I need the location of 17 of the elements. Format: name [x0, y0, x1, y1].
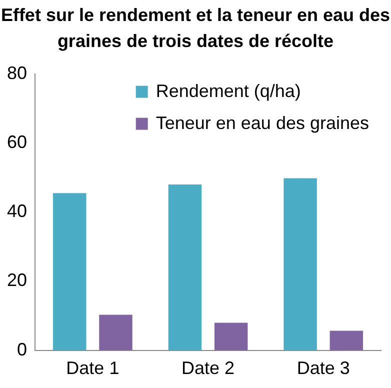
bar: [284, 178, 317, 350]
y-tick-label: 80: [6, 62, 28, 83]
y-tick-label: 20: [6, 270, 28, 290]
y-tick-label: 0: [17, 339, 28, 360]
legend-label: Teneur en eau des graines: [156, 112, 370, 133]
bar: [99, 314, 132, 350]
x-tick-label: Date 1: [66, 358, 120, 378]
x-tick-label: Date 3: [296, 358, 350, 378]
bar: [214, 322, 248, 350]
x-tick-label: Date 2: [181, 358, 235, 378]
y-tick-label: 60: [6, 132, 28, 152]
bar: [168, 184, 202, 350]
y-tick-label: 40: [6, 201, 28, 222]
bar: [330, 330, 364, 350]
bar: [53, 193, 86, 350]
chart-title: Effet sur le rendement et la teneur en eau des graines de trois dates de récolte: [0, 4, 391, 53]
legend-label: Rendement (q/ha): [156, 80, 301, 101]
